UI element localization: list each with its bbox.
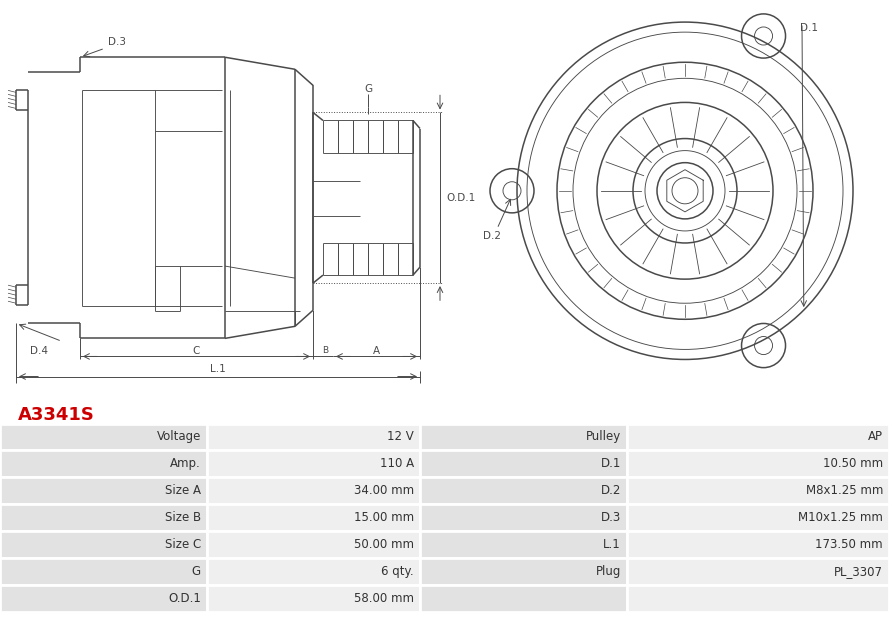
Text: G: G <box>192 565 201 578</box>
Text: Size B: Size B <box>164 511 201 525</box>
Text: M10x1.25 mm: M10x1.25 mm <box>798 511 883 525</box>
Bar <box>0 585 207 612</box>
Text: O.D.1: O.D.1 <box>446 193 476 203</box>
Text: Pulley: Pulley <box>586 430 621 444</box>
Text: O.D.1: O.D.1 <box>168 592 201 605</box>
Bar <box>420 531 627 558</box>
Bar <box>207 424 420 450</box>
Text: Plug: Plug <box>596 565 621 578</box>
Bar <box>0 450 207 477</box>
Text: A: A <box>373 346 380 356</box>
Text: 10.50 mm: 10.50 mm <box>823 457 883 470</box>
Text: B: B <box>322 346 328 355</box>
Text: Amp.: Amp. <box>171 457 201 470</box>
Text: Voltage: Voltage <box>156 430 201 444</box>
Text: 34.00 mm: 34.00 mm <box>354 484 414 497</box>
Bar <box>207 450 420 477</box>
Bar <box>627 531 889 558</box>
Text: Size A: Size A <box>165 484 201 497</box>
Bar <box>207 477 420 504</box>
Bar <box>0 531 207 558</box>
Text: 12 V: 12 V <box>388 430 414 444</box>
Bar <box>627 585 889 612</box>
Bar <box>420 558 627 585</box>
Text: D.2: D.2 <box>601 484 621 497</box>
Bar <box>0 424 207 450</box>
Bar <box>0 477 207 504</box>
Text: D.3: D.3 <box>601 511 621 525</box>
Bar <box>207 585 420 612</box>
Text: 50.00 mm: 50.00 mm <box>354 538 414 551</box>
Text: 173.50 mm: 173.50 mm <box>815 538 883 551</box>
Text: L.1: L.1 <box>604 538 621 551</box>
Text: M8x1.25 mm: M8x1.25 mm <box>805 484 883 497</box>
Bar <box>627 450 889 477</box>
Text: A3341S: A3341S <box>18 406 95 424</box>
Text: 110 A: 110 A <box>380 457 414 470</box>
Bar <box>420 450 627 477</box>
Bar <box>420 504 627 531</box>
Text: G: G <box>364 84 372 94</box>
Bar <box>420 477 627 504</box>
Bar <box>627 504 889 531</box>
Bar <box>207 531 420 558</box>
Text: D.1: D.1 <box>601 457 621 470</box>
Text: D.1: D.1 <box>800 23 818 33</box>
Bar <box>0 558 207 585</box>
Text: C: C <box>193 346 200 356</box>
Text: D.2: D.2 <box>483 231 501 241</box>
Text: AP: AP <box>868 430 883 444</box>
Text: 58.00 mm: 58.00 mm <box>354 592 414 605</box>
Bar <box>627 558 889 585</box>
Text: D.4: D.4 <box>30 346 48 356</box>
Bar <box>627 477 889 504</box>
Bar <box>420 585 627 612</box>
Text: PL_3307: PL_3307 <box>834 565 883 578</box>
Text: 6 qty.: 6 qty. <box>381 565 414 578</box>
Text: Size C: Size C <box>164 538 201 551</box>
Text: L.1: L.1 <box>210 364 226 374</box>
Bar <box>627 424 889 450</box>
Text: D.3: D.3 <box>108 37 126 47</box>
Bar <box>420 424 627 450</box>
Bar <box>207 558 420 585</box>
Text: 15.00 mm: 15.00 mm <box>354 511 414 525</box>
Bar <box>0 504 207 531</box>
Bar <box>207 504 420 531</box>
